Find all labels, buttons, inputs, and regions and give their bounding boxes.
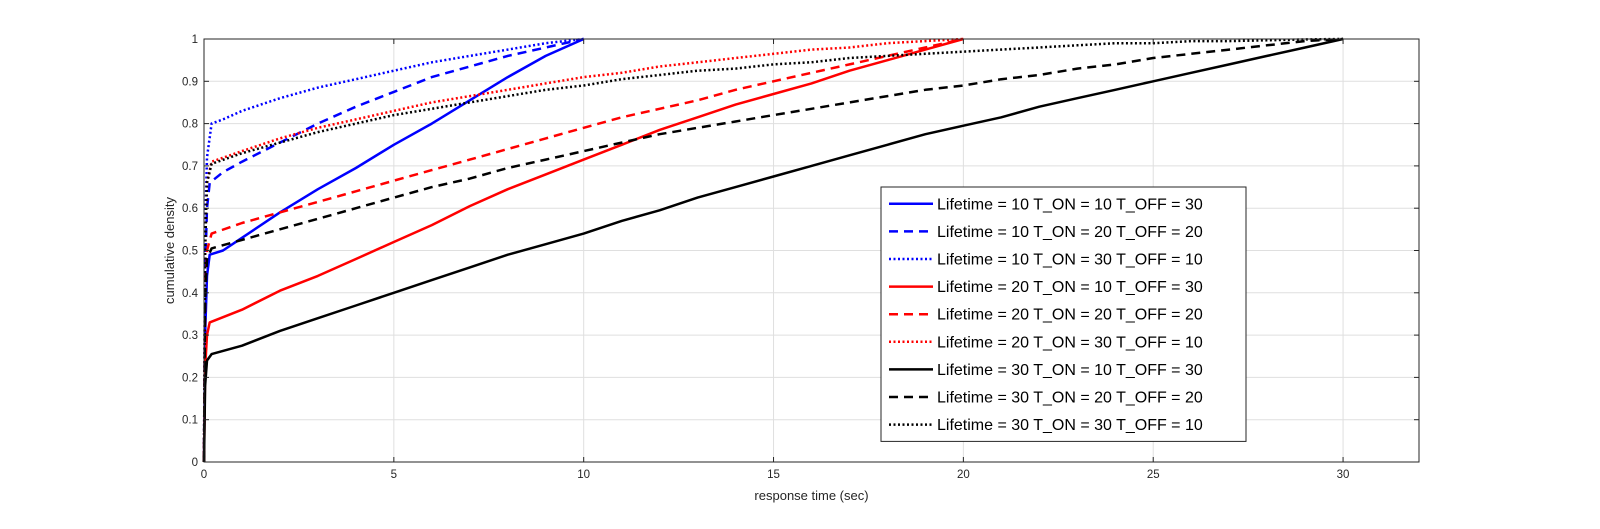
series-line-5 — [202, 37, 964, 463]
y-tick-label: 0.5 — [182, 246, 198, 258]
x-tick-label: 10 — [577, 469, 590, 481]
x-tick-label: 0 — [201, 469, 207, 481]
x-tick-label: 15 — [767, 469, 780, 481]
series-line-2 — [202, 37, 584, 463]
legend-entry-1: Lifetime = 10 T_ON = 10 T_OFF = 30 — [937, 196, 1203, 213]
legend-entry-2: Lifetime = 10 T_ON = 20 T_OFF = 20 — [937, 224, 1203, 241]
x-tick-label: 20 — [957, 469, 970, 481]
y-tick-label: 0.4 — [182, 288, 199, 300]
legend-box — [880, 186, 1247, 442]
legend-entry-4: Lifetime = 20 T_ON = 10 T_OFF = 30 — [937, 279, 1203, 296]
series-line-6 — [202, 37, 964, 463]
series-line-8 — [202, 37, 1344, 463]
series-line-7 — [202, 37, 1344, 463]
legend: Lifetime = 10 T_ON = 10 T_OFF = 30 Lifeti… — [880, 186, 1247, 442]
legend-entry-5: Lifetime = 20 T_ON = 20 T_OFF = 20 — [937, 307, 1203, 324]
y-tick-label: 0 — [192, 457, 198, 469]
series-lines — [202, 37, 1344, 463]
legend-entry-3: Lifetime = 10 T_ON = 30 T_OFF = 10 — [937, 252, 1203, 269]
series-line-3 — [202, 37, 584, 463]
x-axis-label: response time (sec) — [754, 488, 868, 503]
legend-entry-9: Lifetime = 30 T_ON = 30 T_OFF = 10 — [937, 417, 1203, 434]
y-tick-label: 1 — [192, 34, 198, 46]
y-tick-label: 0.7 — [182, 161, 198, 173]
legend-entry-6: Lifetime = 20 T_ON = 30 T_OFF = 10 — [937, 334, 1203, 351]
legend-entry-7: Lifetime = 30 T_ON = 10 T_OFF = 30 — [937, 362, 1203, 379]
x-tick-label: 5 — [391, 469, 397, 481]
series-line-1 — [202, 37, 585, 463]
legend-entry-8: Lifetime = 30 T_ON = 20 T_OFF = 20 — [937, 390, 1203, 407]
y-tick-label: 0.6 — [182, 203, 198, 215]
y-tick-label: 0.3 — [182, 330, 198, 342]
y-tick-label: 0.1 — [182, 415, 198, 427]
y-tick-label: 0.2 — [182, 372, 198, 384]
x-tick-label: 30 — [1337, 469, 1350, 481]
y-tick-label: 0.9 — [182, 76, 198, 88]
series-line-4 — [202, 37, 964, 463]
y-axis-label: cumulative density — [162, 197, 177, 304]
axis-ticks: 0 5 10 15 20 25 30 0 0.1 0.2 0.3 0.4 0.5 0.6 0.7 0.8 0.9… — [182, 34, 1419, 481]
x-tick-label: 25 — [1147, 469, 1160, 481]
y-tick-label: 0.8 — [182, 119, 198, 131]
